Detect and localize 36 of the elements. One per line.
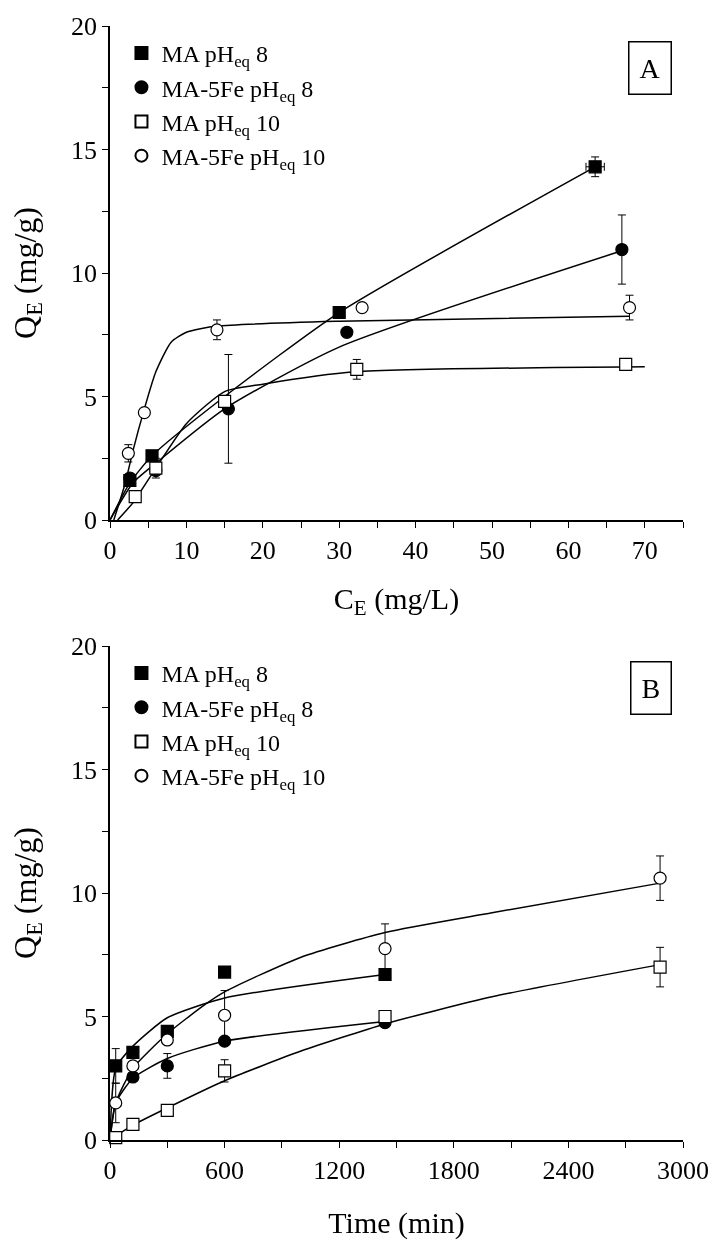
legend-label: MA-5Fe pH$_{eq}$ 10 [161, 764, 326, 795]
x-tick-label: 1800 [427, 1155, 480, 1185]
x-tick-label: 60 [555, 535, 582, 565]
x-tick-label: 40 [402, 535, 429, 565]
y-tick-label: 0 [84, 506, 98, 536]
x-tick-label: 2400 [542, 1155, 595, 1185]
annotation: A [639, 52, 661, 84]
y-tick-label: 10 [71, 259, 98, 289]
x-tick-label: 0 [103, 1155, 117, 1185]
x-axis-title: Time (min) [328, 1206, 465, 1240]
legend-label: MA pH$_{eq}$ 10 [161, 109, 280, 140]
x-tick-label: 1200 [313, 1155, 366, 1185]
y-tick-label: 20 [71, 632, 98, 662]
y-tick-label: 15 [71, 755, 98, 785]
y-tick-label: 5 [84, 1002, 98, 1032]
x-tick-label: 30 [326, 535, 353, 565]
x-tick-label: 20 [249, 535, 276, 565]
y-tick-label: 0 [84, 1126, 98, 1156]
x-tick-label: 10 [173, 535, 200, 565]
x-tick-label: 0 [103, 535, 117, 565]
legend-label: MA-5Fe pH$_{eq}$ 8 [161, 695, 314, 726]
annotation: B [641, 672, 661, 704]
y-tick-label: 5 [84, 382, 98, 412]
legend-label: MA pH$_{eq}$ 8 [161, 41, 268, 72]
y-tick-label: 15 [71, 135, 98, 165]
legend-label: MA-5Fe pH$_{eq}$ 8 [161, 75, 314, 106]
x-tick-label: 3000 [657, 1155, 709, 1185]
legend-label: MA pH$_{eq}$ 10 [161, 729, 280, 760]
x-tick-label: 50 [479, 535, 505, 565]
legend-label: MA-5Fe pH$_{eq}$ 10 [161, 144, 326, 175]
x-axis-title: C$_{E}$ (mg/L) [333, 581, 460, 620]
y-tick-label: 20 [71, 12, 98, 42]
y-tick-label: 10 [71, 879, 98, 909]
x-tick-label: 70 [631, 535, 658, 565]
x-tick-label: 600 [205, 1155, 245, 1185]
legend-label: MA pH$_{eq}$ 8 [161, 661, 268, 692]
